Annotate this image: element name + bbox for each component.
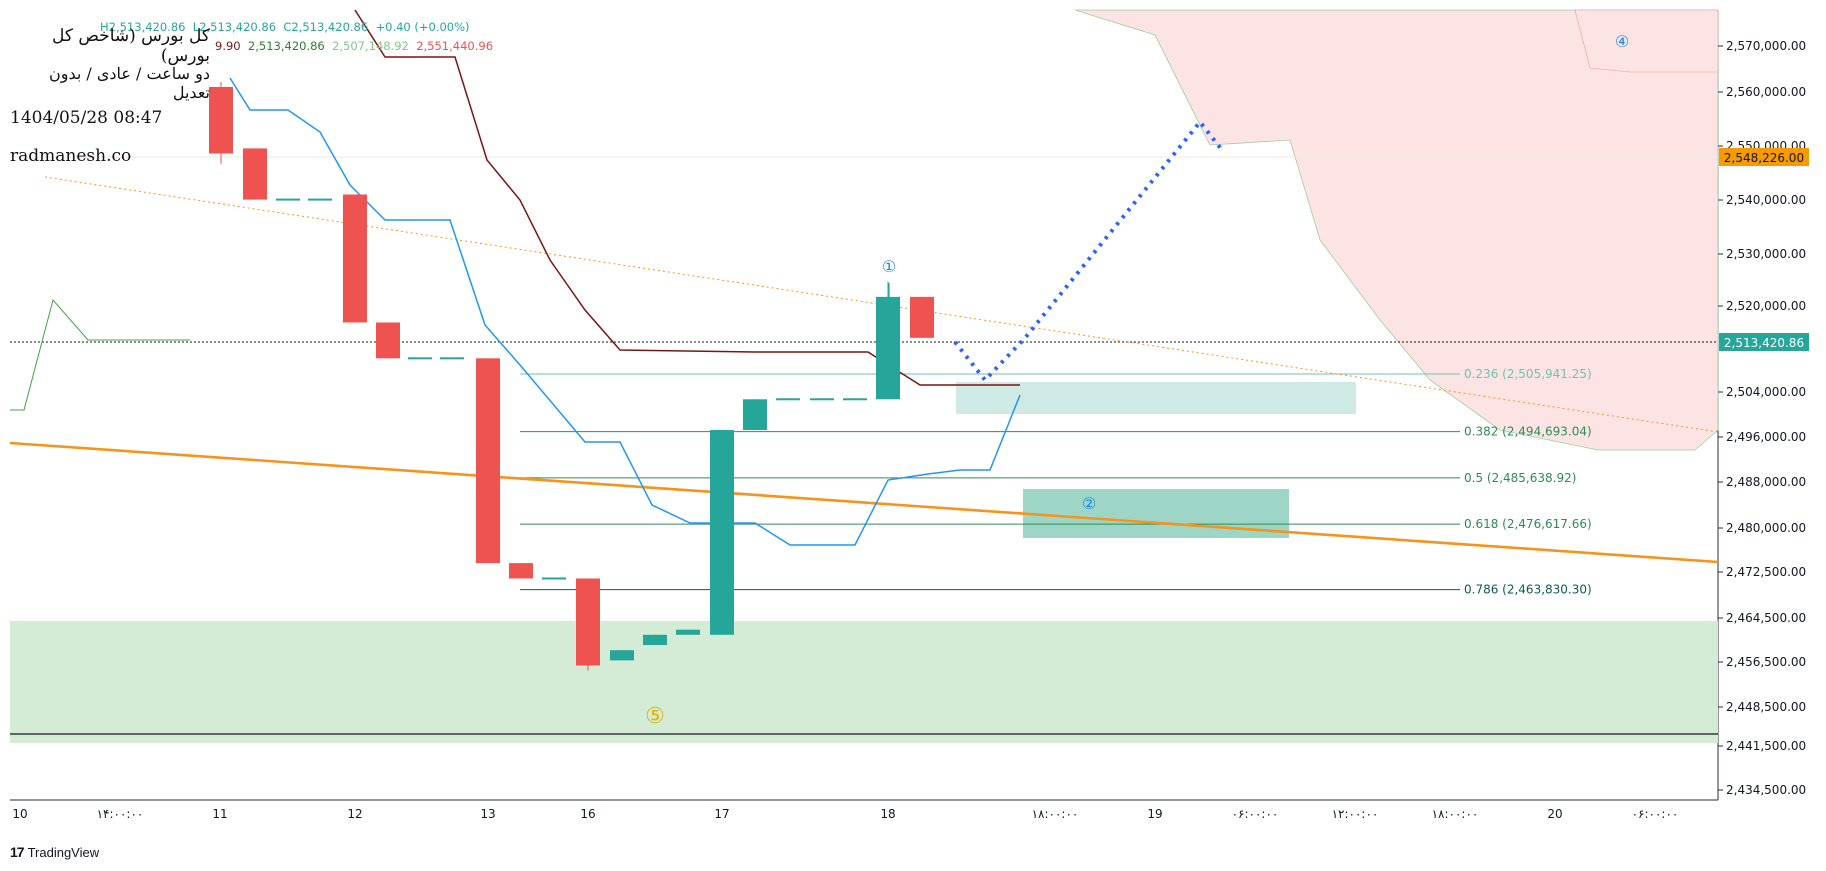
- x-axis[interactable]: 10 ۱۴:۰۰:۰۰ 11 12 13 16 17 18 ۱۸:۰۰:۰۰ 19 ۰۶:۰۰:۰۰…: [12, 807, 1678, 821]
- current-price-label: 2,513,420.86: [1724, 336, 1804, 350]
- y-tick-label: 2,530,000.00: [1726, 247, 1806, 261]
- x-tick-label: 20: [1547, 807, 1562, 821]
- candle-body: [576, 578, 600, 666]
- chart-title: کل بورس (شاخص کل بورس): [51, 26, 210, 66]
- y-tick-label: 2,441,500.00: [1726, 739, 1806, 753]
- wave-label-5: ⑤: [645, 704, 665, 729]
- candle-body: [610, 650, 634, 661]
- tradingview-logo-icon: 17: [10, 844, 25, 860]
- candle-body: [408, 357, 432, 360]
- candle-body: [308, 198, 332, 201]
- ichimoku-val-4: 2,551,440.96: [416, 39, 494, 53]
- y-tick-label: 2,560,000.00: [1726, 85, 1806, 99]
- fib-level-label: 0.618 (2,476,617.66): [1464, 517, 1592, 531]
- fib-level-label: 0.786 (2,463,830.30): [1464, 583, 1592, 597]
- candlestick-series: [209, 81, 934, 671]
- conversion-line: [229, 77, 1021, 546]
- ichimoku-cloud-upper-right: [1574, 9, 1719, 73]
- candle-body: [910, 296, 934, 338]
- ichimoku-val-1: 9.90: [215, 39, 241, 53]
- candle-body: [243, 148, 267, 200]
- candle-body: [776, 398, 800, 401]
- marker-price-label: 2,548,226.00: [1724, 151, 1804, 165]
- y-tick-label: 2,504,000.00: [1726, 385, 1806, 399]
- descending-trendline: [9, 441, 1719, 564]
- y-tick-label: 2,456,500.00: [1726, 655, 1806, 669]
- y-tick-label: 2,434,500.00: [1726, 783, 1806, 797]
- candle-body: [643, 634, 667, 646]
- x-tick-label: 10: [12, 807, 27, 821]
- wave-label-1: ①: [882, 257, 896, 276]
- ichimoku-cloud-bearish: [1074, 9, 1719, 451]
- chart-datetime: 1404/05/28 08:47: [10, 108, 163, 128]
- y-tick-label: 2,488,000.00: [1726, 475, 1806, 489]
- y-tick-label: 2,496,000.00: [1726, 430, 1806, 444]
- ohlc-legend: H2,513,420.86 L2,513,420.86 C2,513,420.8…: [100, 20, 470, 34]
- y-axis[interactable]: 2,570,000.002,560,000.002,550,000.002,54…: [1718, 39, 1806, 797]
- x-tick-label: ۰۶:۰۰:۰۰: [1632, 807, 1679, 821]
- current-price-tag: [1719, 333, 1809, 351]
- fib-level-label: 0.236 (2,505,941.25): [1464, 367, 1592, 381]
- chart-subtitle: دو ساعت / عادی / بدون تعدیل: [49, 64, 210, 102]
- y-tick-label: 2,540,000.00: [1726, 193, 1806, 207]
- x-tick-label: ۱۲:۰۰:۰۰: [1332, 807, 1379, 821]
- x-tick-label: 16: [580, 807, 595, 821]
- wave-label-2: ②: [1082, 494, 1096, 513]
- x-tick-label: ۱۸:۰۰:۰۰: [1432, 807, 1479, 821]
- candle-body: [743, 399, 767, 430]
- ichimoku-val-3: 2,507,148.92: [332, 39, 409, 53]
- fib-level-label: 0.5 (2,485,638.92): [1464, 471, 1576, 485]
- candle-body: [810, 398, 834, 401]
- candle-body: [209, 86, 233, 154]
- x-tick-label: 19: [1147, 807, 1162, 821]
- ichimoku-legend: 9.90 2,513,420.86 2,507,148.92 2,551,440…: [215, 39, 493, 53]
- x-tick-label: ۰۶:۰۰:۰۰: [1232, 807, 1279, 821]
- target-zone-05-0618: [1023, 489, 1289, 538]
- site-name: radmanesh.co: [10, 146, 132, 166]
- y-tick-label: 2,480,000.00: [1726, 521, 1806, 535]
- x-tick-label: 11: [212, 807, 227, 821]
- candle-body: [509, 563, 533, 579]
- candle-body: [542, 577, 566, 580]
- y-tick-label: 2,464,500.00: [1726, 611, 1806, 625]
- x-tick-label: 13: [480, 807, 495, 821]
- y-tick-label: 2,472,500.00: [1726, 565, 1806, 579]
- brand-label: TradingView: [27, 844, 100, 860]
- marker-price-tag: [1719, 148, 1809, 166]
- wave-label-4: ④: [1615, 32, 1629, 51]
- ohlc-change: +0.40 (+0.00%): [375, 20, 470, 34]
- candle-body: [476, 358, 500, 564]
- candle-body: [876, 296, 900, 400]
- x-tick-label: ۱۴:۰۰:۰۰: [97, 807, 144, 821]
- candle-body: [676, 629, 700, 635]
- x-tick-label: 12: [347, 807, 362, 821]
- y-tick-label: 2,520,000.00: [1726, 299, 1806, 313]
- ohlc-low: L2,513,420.86: [192, 20, 277, 34]
- projection-path: [953, 118, 1224, 384]
- candle-body: [440, 357, 464, 360]
- target-zone-0236: [956, 382, 1356, 414]
- fib-level-label: 0.382 (2,494,693.04): [1464, 425, 1592, 439]
- y-tick-label: 2,448,500.00: [1726, 700, 1806, 714]
- x-tick-label: 18: [880, 807, 895, 821]
- ohlc-close: C2,513,420.86: [283, 20, 369, 34]
- ichimoku-val-2: 2,513,420.86: [247, 39, 325, 53]
- x-tick-label: 17: [714, 807, 729, 821]
- x-tick-label: ۱۸:۰۰:۰۰: [1032, 807, 1079, 821]
- tradingview-brand[interactable]: 17 TradingView: [10, 844, 99, 860]
- candle-body: [276, 198, 300, 201]
- support-zone: [10, 621, 1718, 743]
- candle-body: [376, 322, 400, 359]
- ohlc-high: H2,513,420.86: [100, 20, 186, 34]
- lagging-span-line: [10, 298, 190, 411]
- candle-body: [710, 430, 734, 635]
- candle-body: [843, 398, 867, 401]
- candle-body: [343, 194, 367, 323]
- y-tick-label: 2,570,000.00: [1726, 39, 1806, 53]
